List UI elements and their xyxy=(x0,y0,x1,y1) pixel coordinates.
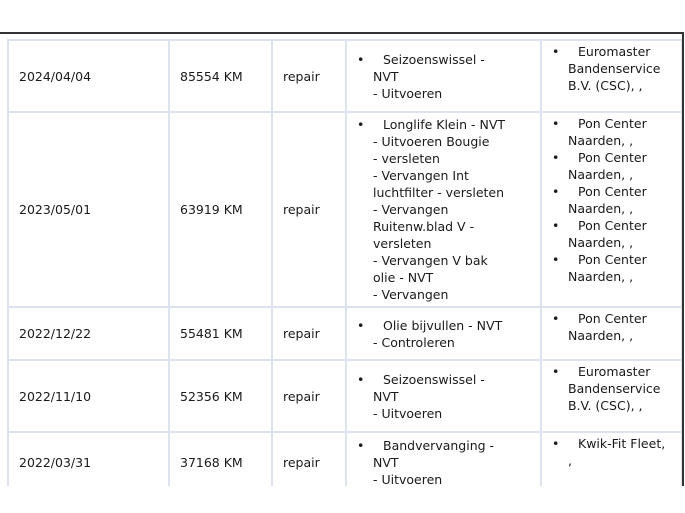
type-cell: repair xyxy=(271,359,347,433)
dealer-line: Naarden, , xyxy=(568,201,634,216)
dealer-line: Pon Center xyxy=(578,218,647,233)
type-cell: repair xyxy=(271,431,347,486)
work-line: NVT xyxy=(373,68,399,84)
work-cell: Seizoenswissel -NVT- Uitvoeren xyxy=(345,359,542,433)
work-line: luchtfilter - versleten xyxy=(373,185,505,200)
date-cell: 2023/05/01 xyxy=(7,111,170,308)
work-line: NVT xyxy=(373,454,399,470)
work-cell: Longlife Klein - NVT - Uitvoeren Bougie - … xyxy=(345,111,542,308)
mileage-cell: 85554 KM xyxy=(168,39,273,113)
work-line: - Vervangen Int xyxy=(373,168,469,183)
dealer-line: Bandenservice xyxy=(568,381,661,396)
mileage-cell: 55481 KM xyxy=(168,306,273,361)
work-item: Bandvervanging -NVT- Uitvoeren xyxy=(357,437,540,487)
dealer-line: Bandenservice xyxy=(568,61,661,76)
dealer-line: Pon Center xyxy=(578,252,647,267)
dealer-cell: Pon Center Naarden, , xyxy=(540,306,682,361)
dealer-item: Euromaster Bandenservice B.V. (CSC), , xyxy=(552,43,681,94)
work-cell: Seizoenswissel -NVT- Uitvoeren xyxy=(345,39,542,113)
dealer-line: Euromaster xyxy=(578,364,651,379)
work-line: - Vervangen xyxy=(373,287,449,302)
dealer-cell: Kwik-Fit Fleet,, xyxy=(540,431,682,486)
work-line: versleten xyxy=(373,236,432,251)
dealer-line: Pon Center xyxy=(578,150,647,165)
date-cell: 2022/12/22 xyxy=(7,306,170,361)
work-line: - Uitvoeren xyxy=(373,405,443,421)
dealer-item: Pon Center Naarden, , xyxy=(552,115,681,149)
work-line: - Uitvoeren xyxy=(373,471,443,487)
work-item: Seizoenswissel -NVT- Uitvoeren xyxy=(357,371,540,422)
work-line: NVT xyxy=(373,388,399,404)
dealer-line: B.V. (CSC), , xyxy=(568,78,643,93)
work-cell: Olie bijvullen - NVT- Controleren xyxy=(345,306,542,361)
dealer-line: Euromaster xyxy=(578,44,651,59)
dealer-line: Naarden, , xyxy=(568,167,634,182)
dealer-line: B.V. (CSC), , xyxy=(568,398,643,413)
dealer-line: , xyxy=(568,453,572,468)
dealer-item: Pon Center Naarden, , xyxy=(552,310,681,344)
dealer-item: Kwik-Fit Fleet,, xyxy=(552,435,681,469)
dealer-cell: Euromaster Bandenservice B.V. (CSC), , xyxy=(540,359,682,433)
work-line: Seizoenswissel - xyxy=(383,371,485,387)
work-item: Longlife Klein - NVT - Uitvoeren Bougie - … xyxy=(357,116,540,303)
dealer-item: Pon Center Naarden, , xyxy=(552,217,681,251)
work-item: Seizoenswissel -NVT- Uitvoeren xyxy=(357,51,540,102)
dealer-line: Pon Center xyxy=(578,311,647,326)
dealer-line: Naarden, , xyxy=(568,133,634,148)
type-cell: repair xyxy=(271,39,347,113)
work-line: - Uitvoeren Bougie xyxy=(373,134,490,149)
date-cell: 2022/11/10 xyxy=(7,359,170,433)
mileage-cell: 37168 KM xyxy=(168,431,273,486)
work-line: - Uitvoeren xyxy=(373,85,443,101)
mileage-cell: 52356 KM xyxy=(168,359,273,433)
work-line: Longlife Klein - NVT xyxy=(383,117,506,132)
type-cell: repair xyxy=(271,111,347,308)
dealer-item: Pon Center Naarden, , xyxy=(552,251,681,285)
date-cell: 2022/03/31 xyxy=(7,431,170,486)
work-line: Olie bijvullen - NVT xyxy=(383,317,503,333)
dealer-line: Kwik-Fit Fleet, xyxy=(578,436,666,451)
work-item: Olie bijvullen - NVT- Controleren xyxy=(357,317,540,351)
work-line: Bandvervanging - xyxy=(383,437,495,453)
work-line: - Vervangen V bak xyxy=(373,253,488,268)
dealer-cell: Euromaster Bandenservice B.V. (CSC), , xyxy=(540,39,682,113)
date-cell: 2024/04/04 xyxy=(7,39,170,113)
work-line: - Controleren xyxy=(373,334,455,350)
dealer-cell: Pon Center Naarden, , Pon Center Naarden, ,… xyxy=(540,111,682,308)
dealer-item: Pon Center Naarden, , xyxy=(552,149,681,183)
dealer-line: Pon Center xyxy=(578,116,647,131)
work-line: - Vervangen xyxy=(373,202,449,217)
work-line: Seizoenswissel - xyxy=(383,51,485,67)
dealer-line: Naarden, , xyxy=(568,269,634,284)
dealer-item: Euromaster Bandenservice B.V. (CSC), , xyxy=(552,363,681,414)
work-line: - versleten xyxy=(373,151,440,166)
mileage-cell: 63919 KM xyxy=(168,111,273,308)
type-cell: repair xyxy=(271,306,347,361)
dealer-line: Naarden, , xyxy=(568,328,634,343)
dealer-line: Pon Center xyxy=(578,184,647,199)
work-line: olie - NVT xyxy=(373,270,434,285)
work-cell: Bandvervanging -NVT- Uitvoeren xyxy=(345,431,542,487)
dealer-line: Naarden, , xyxy=(568,235,634,250)
work-line: Ruitenw.blad V - xyxy=(373,219,475,234)
dealer-item: Pon Center Naarden, , xyxy=(552,183,681,217)
